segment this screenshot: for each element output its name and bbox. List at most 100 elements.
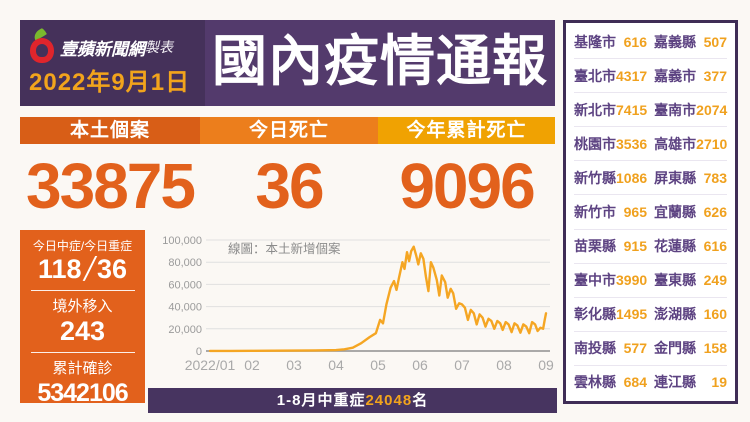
region-value: 249: [703, 272, 727, 289]
header-brand-block: 壹蘋新聞網 製表 2022年9月1日: [20, 20, 205, 106]
region-value: 158: [703, 340, 727, 357]
region-row: 新竹縣 1086 屏東縣 783: [574, 161, 727, 196]
region-name: 高雄市: [654, 135, 697, 152]
x-tick-label: 2022/01: [185, 357, 236, 373]
divider: [30, 352, 135, 353]
y-tick-label: 80,000: [168, 257, 202, 269]
apple-logo-icon: [28, 27, 56, 64]
region-value: 1495: [616, 306, 648, 323]
region-name: 彰化縣: [574, 306, 616, 323]
stat-header-row: 本土個案 今日死亡 今年累計死亡: [20, 117, 555, 144]
region-name: 臺中市: [574, 272, 616, 289]
region-name: 臺北市: [574, 67, 616, 84]
x-tick-label: 09: [538, 357, 554, 373]
region-value: 507: [703, 33, 727, 50]
stat-header-local-cases: 本土個案: [20, 117, 200, 144]
case-trend-line: [208, 245, 548, 353]
region-name: 新竹縣: [574, 169, 616, 186]
region-value: 3536: [616, 135, 648, 152]
stat-value-deaths-ytd: 9096: [399, 150, 535, 222]
region-value: 915: [623, 238, 647, 255]
imported-cases-label: 境外移入: [52, 298, 113, 315]
cumulative-cases-label: 累計確診: [52, 360, 113, 377]
chart-legend-label: 線圖：本土新增個案: [228, 241, 341, 256]
y-tick-label: 40,000: [168, 302, 202, 314]
banner-highlight-number: 24048: [365, 392, 413, 409]
trend-chart: 100,000 80,000 60,000 40,000 20,000 0 2022/01 0…: [150, 230, 557, 386]
region-value: 783: [703, 169, 727, 186]
region-name: 桃園市: [574, 135, 616, 152]
region-row: 基隆市 616 嘉義縣 507: [574, 25, 727, 60]
region-name: 連江縣: [654, 374, 696, 391]
region-row: 新竹市 965 宜蘭縣 626: [574, 195, 727, 230]
region-name: 苗栗縣: [574, 238, 616, 255]
region-row: 彰化縣 1495 澎湖縣 160: [574, 298, 727, 332]
apple-body-icon: [30, 38, 54, 63]
region-name: 屏東縣: [654, 169, 697, 186]
region-value: 7415: [616, 101, 648, 118]
moderate-severe-label: 今日中症/今日重症: [32, 239, 133, 253]
y-tick-label: 100,000: [162, 235, 202, 247]
cumulative-cases-value: 5342106: [37, 379, 128, 407]
brand-name: 壹蘋新聞網: [60, 39, 145, 59]
region-row: 雲林縣 684 連江縣 19: [574, 366, 727, 399]
region-name: 金門縣: [654, 340, 696, 357]
x-tick-label: 07: [454, 357, 470, 373]
imported-cases-value: 243: [59, 316, 106, 346]
region-value: 377: [703, 67, 727, 84]
region-name: 基隆市: [574, 33, 616, 50]
stat-header-deaths-ytd: 今年累計死亡: [378, 117, 555, 144]
region-name: 花蓮縣: [654, 238, 696, 255]
severe-count: 36: [97, 254, 128, 284]
y-tick-label: 60,000: [168, 279, 202, 291]
region-name: 臺南市: [654, 101, 697, 118]
region-value: 577: [623, 340, 647, 357]
stat-value-local-cases: 33875: [26, 150, 196, 222]
slash-separator: /: [80, 250, 99, 288]
region-row: 南投縣 577 金門縣 158: [574, 332, 727, 366]
region-name: 新竹市: [574, 204, 616, 221]
x-tick-label: 04: [328, 357, 344, 373]
x-tick-label: 02: [244, 357, 260, 373]
region-value: 4317: [616, 67, 648, 84]
region-row: 苗栗縣 915 花蓮縣 616: [574, 230, 727, 264]
moderate-severe-value: 118/36: [20, 250, 145, 288]
summary-panel: 今日中症/今日重症 118/36 境外移入 243 累計確診 5342106: [20, 230, 145, 407]
region-name: 嘉義縣: [654, 33, 696, 50]
divider: [30, 290, 135, 291]
region-value: 160: [703, 306, 727, 323]
region-table: 基隆市 616 嘉義縣 507 臺北市 4317 嘉義市 377 新北市 7415 臺南市 2074 桃…: [563, 20, 738, 404]
region-row: 臺中市 3990 臺東縣 249: [574, 264, 727, 298]
region-name: 新北市: [574, 101, 616, 118]
region-row: 新北市 7415 臺南市 2074: [574, 93, 728, 128]
region-value: 2074: [696, 101, 728, 118]
stat-header-deaths-today: 今日死亡: [200, 117, 378, 144]
moderate-count: 118: [37, 254, 82, 284]
y-tick-label: 0: [196, 346, 202, 358]
region-row: 桃園市 3536 高雄市 2710: [574, 127, 728, 162]
region-name: 臺東縣: [654, 272, 697, 289]
region-value: 965: [623, 204, 647, 221]
region-value: 3990: [616, 272, 648, 289]
region-value: 616: [703, 238, 727, 255]
region-value: 684: [623, 374, 647, 391]
footer-banner: 1-8月中重症24048名: [148, 388, 557, 413]
region-value: 19: [711, 374, 727, 391]
stat-value-deaths-today: 36: [255, 150, 324, 222]
region-name: 嘉義市: [654, 67, 697, 84]
x-tick-label: 03: [286, 357, 302, 373]
region-value: 626: [703, 204, 727, 221]
stat-value-row: 33875 36 9096: [20, 146, 555, 228]
region-value: 1086: [616, 169, 648, 186]
page-title: 國內疫情通報: [205, 20, 555, 106]
brand-row: 壹蘋新聞網 製表: [28, 27, 173, 64]
region-name: 雲林縣: [574, 374, 616, 391]
brand-suffix: 製表: [145, 39, 173, 55]
x-tick-label: 08: [496, 357, 512, 373]
region-name: 澎湖縣: [654, 306, 697, 323]
region-name: 宜蘭縣: [654, 204, 696, 221]
region-value: 2710: [696, 135, 728, 152]
region-row: 臺北市 4317 嘉義市 377: [574, 59, 727, 94]
banner-suffix: 名: [412, 392, 429, 409]
